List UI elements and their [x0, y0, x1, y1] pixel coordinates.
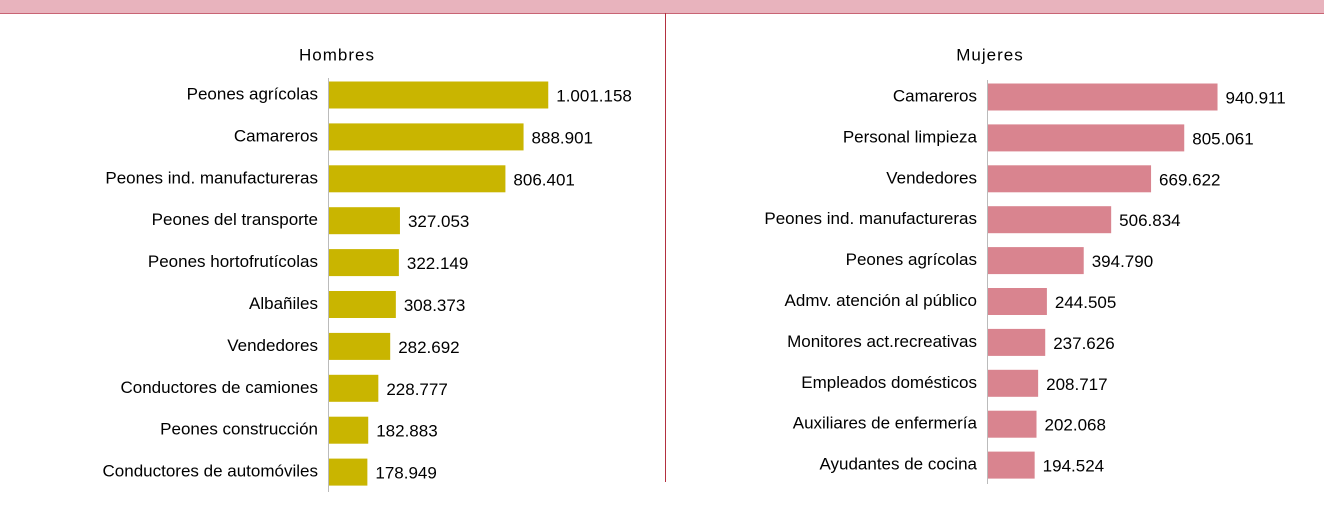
- category-label: Camareros: [234, 126, 318, 145]
- category-label: Peones del transporte: [152, 210, 318, 229]
- category-label: Conductores de automóviles: [103, 462, 318, 481]
- bar: [987, 328, 1046, 356]
- bar: [328, 374, 379, 402]
- bar: [987, 124, 1185, 152]
- value-label: 806.401: [513, 170, 574, 189]
- value-label: 208.717: [1046, 375, 1107, 394]
- category-label: Ayudantes de cocina: [819, 455, 977, 474]
- value-label: 394.790: [1092, 252, 1153, 271]
- value-label: 327.053: [408, 212, 469, 231]
- bar: [328, 207, 400, 235]
- top-band: [0, 0, 1324, 13]
- value-label: 1.001.158: [556, 86, 632, 105]
- category-label: Peones ind. manufactureras: [764, 209, 977, 228]
- category-label: Peones hortofrutícolas: [148, 252, 318, 271]
- category-label: Personal limpieza: [843, 127, 978, 146]
- value-label: 940.911: [1226, 88, 1286, 107]
- category-label: Peones ind. manufactureras: [105, 168, 318, 187]
- value-label: 244.505: [1055, 293, 1116, 312]
- category-label: Auxiliares de enfermería: [793, 414, 978, 433]
- value-label: 237.626: [1053, 334, 1114, 353]
- bar: [328, 165, 506, 193]
- bar: [987, 410, 1037, 438]
- bar: [328, 81, 549, 109]
- value-label: 888.901: [532, 128, 593, 147]
- value-label: 282.692: [398, 338, 459, 357]
- category-label: Peones construcción: [160, 420, 318, 439]
- bar: [987, 247, 1084, 275]
- bar: [987, 288, 1047, 315]
- bar: [328, 291, 396, 318]
- value-label: 228.777: [386, 380, 447, 399]
- bar: [328, 416, 369, 444]
- value-label: 182.883: [376, 422, 437, 441]
- bar: [987, 369, 1039, 397]
- category-label: Monitores act.recreativas: [787, 332, 977, 351]
- bar: [328, 123, 524, 151]
- category-label: Admv. atención al público: [785, 291, 977, 310]
- category-label: Vendedores: [227, 336, 318, 355]
- value-label: 506.834: [1119, 211, 1180, 230]
- value-label: 322.149: [407, 254, 468, 273]
- category-label: Peones agrícolas: [846, 250, 977, 269]
- value-label: 202.068: [1045, 416, 1106, 435]
- value-label: 178.949: [375, 464, 436, 483]
- bar: [328, 458, 368, 486]
- bar: [328, 332, 391, 360]
- chart-title: Mujeres: [956, 45, 1023, 64]
- value-label: 308.373: [404, 296, 465, 315]
- category-label: Albañiles: [249, 294, 318, 313]
- value-label: 669.622: [1159, 170, 1220, 189]
- category-label: Camareros: [893, 86, 977, 105]
- category-label: Conductores de camiones: [120, 378, 318, 397]
- value-label: 805.061: [1192, 129, 1253, 148]
- bar: [328, 249, 399, 277]
- category-label: Empleados domésticos: [801, 373, 977, 392]
- category-label: Peones agrícolas: [187, 84, 318, 103]
- bar: [987, 83, 1218, 111]
- category-label: Vendedores: [886, 168, 977, 187]
- bar: [987, 451, 1035, 479]
- value-label: 194.524: [1043, 457, 1104, 476]
- bar: [987, 165, 1152, 193]
- bar: [987, 206, 1112, 234]
- chart-title: Hombres: [299, 45, 375, 64]
